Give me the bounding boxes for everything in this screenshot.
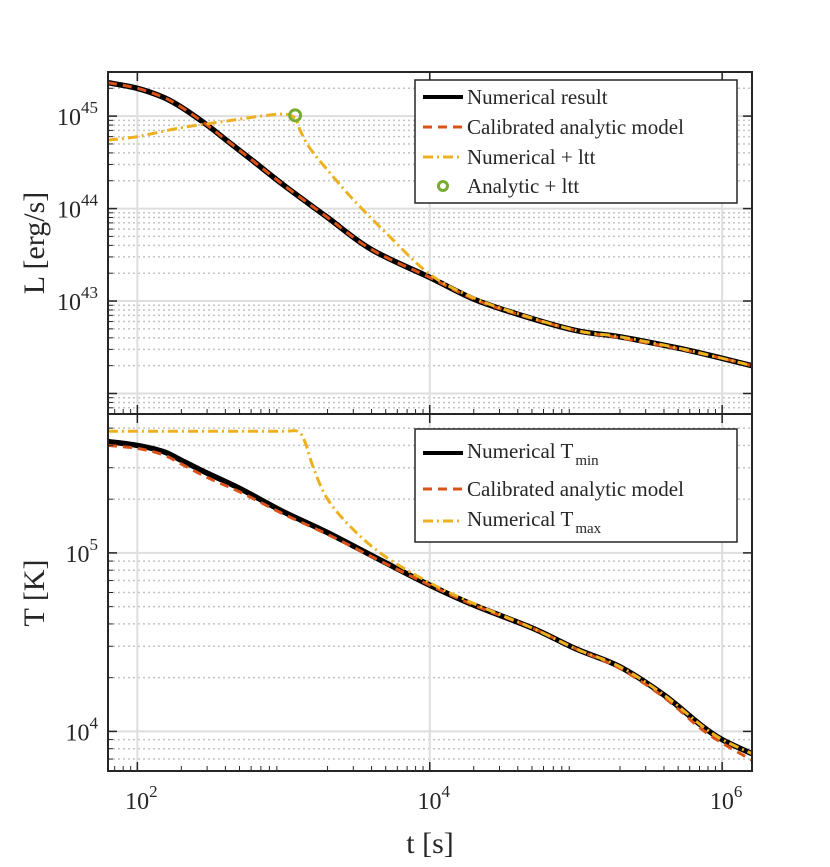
top-legend: Numerical result Calibrated analytic mod…	[414, 79, 738, 204]
top-series-numerical-ltt	[108, 112, 752, 368]
bottom-legend-box	[414, 428, 738, 543]
top-marker-analytic-ltt	[288, 108, 303, 123]
legend-label-ltt: Numerical + ltt	[467, 145, 596, 169]
legend-label-analytic-ltt: Analytic + ltt	[467, 174, 579, 198]
xtick-exponent: 2	[149, 782, 158, 801]
top-ylabel: L [erg/s]	[18, 192, 51, 294]
ytick-base: 10	[66, 542, 90, 568]
top-ytick-label: 1043	[57, 283, 98, 316]
xtick-base: 10	[417, 789, 441, 815]
xtick-label: 104	[417, 782, 450, 815]
ytick-exponent: 45	[81, 98, 98, 117]
legend-label-tmax-sub: max	[575, 521, 601, 537]
legend-label-tmin-sub: min	[575, 453, 599, 469]
xtick-labels: 102 104 106	[125, 782, 742, 815]
top-ytick-label: 1045	[57, 98, 98, 131]
bottom-ylabel: T [K]	[18, 560, 51, 627]
top-series	[108, 79, 752, 369]
ytick-exponent: 5	[90, 535, 99, 554]
legend-swatch-analytic-ltt	[437, 180, 449, 192]
top-ytick-label: 1044	[57, 191, 99, 224]
ytick-base: 10	[66, 720, 90, 746]
xtick-base: 10	[125, 789, 149, 815]
legend-label-tmax-text: Numerical T	[467, 507, 573, 531]
top-legend-box	[414, 79, 738, 204]
bottom-series-calibrated-analytic-model	[108, 443, 752, 762]
xtick-exponent: 4	[441, 782, 450, 801]
bottom-ytick-label: 104	[66, 713, 99, 746]
bottom-series-numerical-tmax	[108, 429, 752, 756]
xtick-base: 10	[710, 789, 734, 815]
bottom-axes-box	[107, 413, 753, 772]
ytick-base: 10	[57, 198, 81, 224]
xtick-exponent: 6	[734, 782, 743, 801]
xlabel: t [s]	[406, 827, 454, 860]
legend-label-numerical: Numerical result	[467, 85, 608, 109]
xtick-label: 106	[710, 782, 743, 815]
ytick-base: 10	[57, 290, 81, 316]
legend-label-tmin-text: Numerical T	[467, 439, 573, 463]
legend-label-analytic-T: Calibrated analytic model	[467, 477, 684, 501]
bottom-ytick-label: 105	[66, 535, 99, 568]
top-series-calibrated-analytic-model	[108, 81, 752, 368]
xtick-label: 102	[125, 782, 158, 815]
ytick-exponent: 43	[81, 283, 98, 302]
bottom-series	[108, 429, 752, 762]
ytick-exponent: 44	[81, 191, 99, 210]
ytick-exponent: 4	[90, 713, 99, 732]
ytick-base: 10	[57, 105, 81, 131]
legend-label-analytic: Calibrated analytic model	[467, 115, 684, 139]
